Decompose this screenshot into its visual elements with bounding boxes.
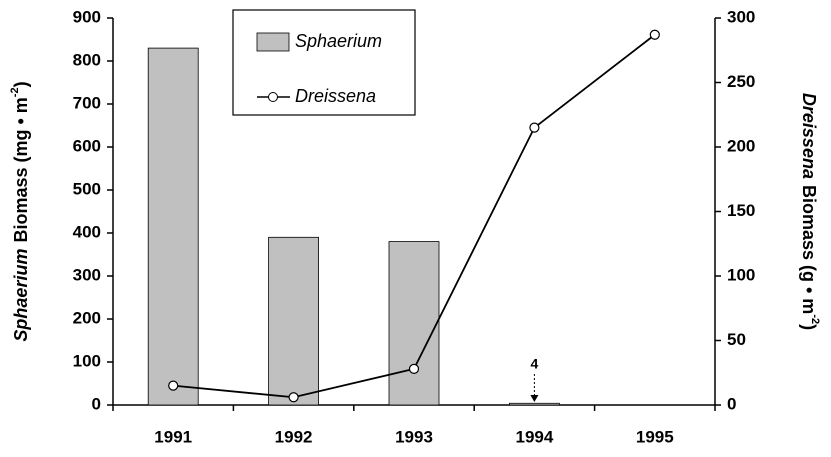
bar bbox=[508, 402, 560, 406]
y2-tick-label: 0 bbox=[727, 394, 736, 413]
y2-tick-label: 250 bbox=[727, 72, 755, 91]
y-tick-label: 200 bbox=[73, 308, 101, 327]
y2-tick-label: 100 bbox=[727, 265, 755, 284]
annotation-arrowhead bbox=[530, 395, 539, 402]
y-tick-label: 0 bbox=[92, 394, 101, 413]
legend-label: Dreissena bbox=[295, 86, 376, 106]
axis-label-text: Biomass (g • m bbox=[799, 185, 819, 314]
y-tick-label: 700 bbox=[73, 93, 101, 112]
y-tick-label: 800 bbox=[73, 50, 101, 69]
y-tick-label: 900 bbox=[73, 7, 101, 26]
axis-label-text: Biomass (mg • m bbox=[11, 97, 31, 242]
x-tick-label: 1995 bbox=[636, 427, 674, 446]
axis-label-italic: Sphaerium bbox=[11, 249, 31, 342]
axis-label-end: ) bbox=[799, 324, 819, 330]
point bbox=[288, 392, 299, 403]
point bbox=[408, 363, 420, 374]
axis-label-italic: Dreissena bbox=[799, 93, 819, 179]
y2-tick-label: 200 bbox=[727, 136, 755, 155]
legend-marker bbox=[268, 92, 278, 102]
y-tick-label: 500 bbox=[73, 179, 101, 198]
axis-label-sup: -2 bbox=[809, 314, 821, 324]
y2-axis-label: Dreissena Biomass (g • m-2) bbox=[799, 93, 821, 330]
point bbox=[649, 29, 660, 40]
x-tick-label: 1993 bbox=[395, 427, 433, 446]
bar bbox=[268, 236, 320, 406]
axis-label-sup: -2 bbox=[9, 87, 21, 97]
point bbox=[529, 122, 540, 133]
y2-tick-label: 150 bbox=[727, 201, 755, 220]
bar bbox=[388, 241, 440, 406]
x-tick-label: 1992 bbox=[275, 427, 313, 446]
bar bbox=[147, 47, 199, 406]
axis-label-end: ) bbox=[11, 81, 31, 87]
point bbox=[168, 380, 179, 391]
y-axis-label: Sphaerium Biomass (mg • m-2) bbox=[9, 81, 31, 341]
x-tick-label: 1994 bbox=[515, 427, 553, 446]
legend-label: Sphaerium bbox=[295, 31, 382, 51]
x-tick-label: 1991 bbox=[154, 427, 192, 446]
y-tick-label: 400 bbox=[73, 222, 101, 241]
y2-tick-label: 50 bbox=[727, 330, 746, 349]
y-tick-label: 300 bbox=[73, 265, 101, 284]
legend-swatch bbox=[256, 32, 290, 52]
y-tick-label: 600 bbox=[73, 136, 101, 155]
y2-tick-label: 300 bbox=[727, 7, 755, 26]
annotation: 4 bbox=[531, 356, 539, 372]
y-tick-label: 100 bbox=[73, 351, 101, 370]
